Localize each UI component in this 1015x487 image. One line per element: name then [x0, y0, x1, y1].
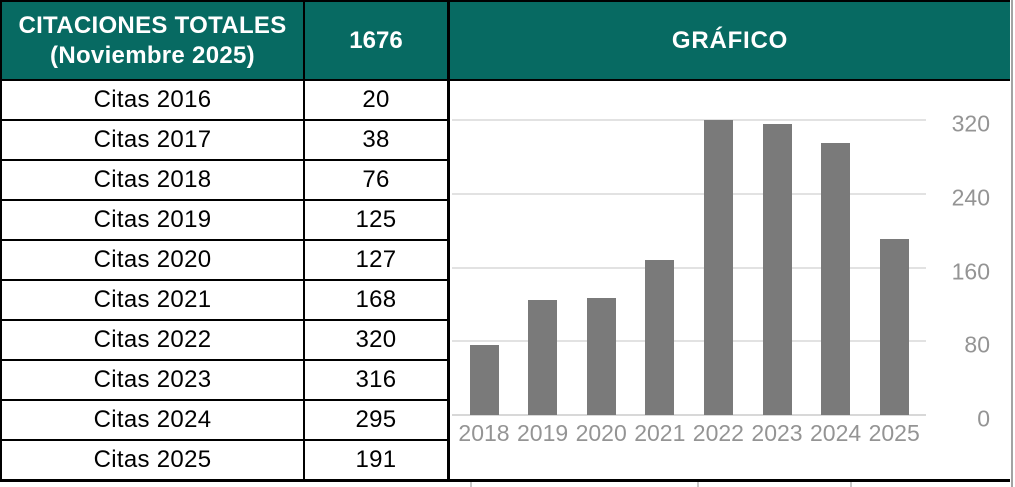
x-tick-label: 2025 — [868, 420, 920, 446]
row-value: 20 — [362, 86, 390, 113]
row-value: 76 — [362, 166, 390, 193]
total-citations-value: 1676 — [349, 26, 403, 54]
gridline — [452, 340, 926, 343]
bar — [879, 238, 909, 415]
excel-gridline-stub — [470, 482, 472, 487]
x-tick-label: 2023 — [751, 420, 803, 446]
gridline — [452, 266, 926, 269]
x-tick-label: 2020 — [575, 420, 627, 446]
table-row: Citas 2016 20 — [2, 81, 447, 121]
table-row: Citas 2022 320 — [2, 321, 447, 361]
excel-gridline-stub — [850, 482, 852, 487]
table-row: Citas 2023 316 — [2, 361, 447, 401]
table-row: Citas 2025 191 — [2, 441, 447, 479]
gridline — [452, 192, 926, 195]
row-value: 320 — [355, 326, 397, 353]
citations-table-body: Citas 2016 20 Citas 2017 38 Citas 2018 7… — [2, 81, 447, 479]
row-value: 316 — [355, 366, 397, 393]
outer-border-bottom — [0, 479, 1010, 482]
gridline — [452, 119, 926, 121]
header-bottom-border — [0, 79, 1010, 81]
row-label: Citas 2024 — [93, 406, 212, 433]
chart-header-cell: GRÁFICO — [450, 2, 1010, 79]
y-tick-label: 320 — [951, 110, 990, 137]
table-row: Citas 2024 295 — [2, 401, 447, 441]
bar — [821, 143, 851, 415]
bar — [762, 123, 792, 415]
excel-gridline-stub — [697, 482, 699, 487]
row-label: Citas 2016 — [93, 86, 212, 113]
bar — [528, 299, 558, 415]
y-tick-label: 80 — [964, 331, 990, 358]
row-value: 191 — [355, 446, 397, 473]
table-row: Citas 2020 127 — [2, 241, 447, 281]
outer-border-left — [0, 0, 2, 482]
row-value: 168 — [355, 286, 397, 313]
table-title-line2: (Noviembre 2025) — [50, 41, 255, 69]
table-row: Citas 2017 38 — [2, 121, 447, 161]
x-tick-label: 2018 — [458, 420, 510, 446]
table-row: Citas 2018 76 — [2, 161, 447, 201]
table-row: Citas 2021 168 — [2, 281, 447, 321]
table-header-title-cell: CITACIONES TOTALES (Noviembre 2025) — [2, 2, 303, 79]
chart-plot: 0 80 160 240 320 2018 2019 2020 2021 2022 2023 2024… — [450, 81, 1010, 479]
y-tick-label: 0 — [977, 405, 990, 432]
row-label: Citas 2019 — [93, 206, 212, 233]
table-header-total-cell: 1676 — [305, 2, 447, 79]
row-label: Citas 2017 — [93, 126, 212, 153]
row-value: 127 — [355, 246, 397, 273]
divider-table-chart — [447, 2, 450, 479]
chart-panel-title: GRÁFICO — [671, 26, 789, 54]
row-value: 38 — [362, 126, 390, 153]
bar — [469, 344, 499, 415]
x-tick-label: 2022 — [692, 420, 744, 446]
gridline — [452, 414, 926, 416]
row-label: Citas 2022 — [93, 326, 212, 353]
table-row: Citas 2019 125 — [2, 201, 447, 241]
bar — [703, 120, 733, 415]
row-value: 125 — [355, 206, 397, 233]
row-value: 295 — [355, 406, 397, 433]
row-label: Citas 2025 — [93, 446, 212, 473]
y-tick-label: 160 — [951, 258, 990, 284]
outer-border-top — [0, 0, 1010, 2]
table-title-line1: CITACIONES TOTALES — [18, 11, 287, 39]
bar — [645, 260, 675, 415]
bar — [586, 297, 616, 415]
row-label: Citas 2020 — [93, 246, 212, 273]
x-tick-label: 2019 — [517, 420, 569, 446]
row-label: Citas 2018 — [93, 166, 212, 193]
row-label: Citas 2021 — [93, 286, 212, 313]
x-tick-label: 2021 — [634, 420, 686, 446]
excel-gridline-vertical — [1011, 0, 1013, 487]
x-tick-label: 2024 — [810, 420, 862, 446]
row-label: Citas 2023 — [93, 366, 212, 393]
y-tick-label: 240 — [951, 184, 990, 211]
